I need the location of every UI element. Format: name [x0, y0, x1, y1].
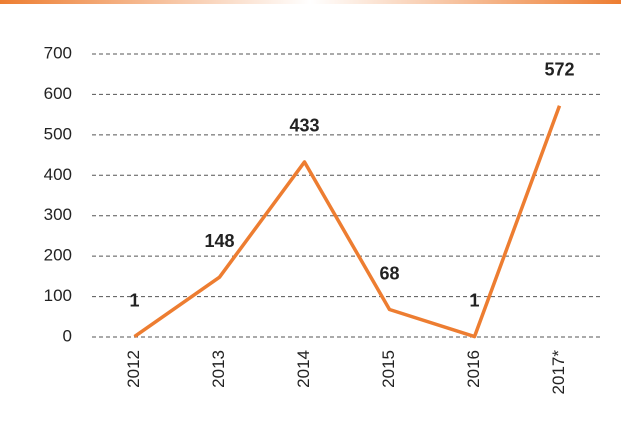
header-bar [0, 0, 621, 4]
data-label: 433 [289, 116, 319, 136]
data-label: 148 [204, 231, 234, 251]
x-tick-label: 2012 [124, 350, 143, 388]
x-tick-label: 2017* [549, 350, 568, 395]
x-tick-label: 2015 [379, 350, 398, 388]
x-tick-label: 2014 [294, 350, 313, 388]
y-tick-label: 500 [44, 124, 72, 143]
data-label: 68 [379, 263, 399, 283]
data-label: 572 [544, 59, 574, 79]
y-tick-label: 200 [44, 246, 72, 265]
y-tick-label: 600 [44, 84, 72, 103]
y-tick-label: 700 [44, 43, 72, 62]
y-tick-label: 300 [44, 205, 72, 224]
data-label: 1 [129, 290, 139, 310]
y-tick-label: 100 [44, 286, 72, 305]
y-tick-label: 400 [44, 165, 72, 184]
y-tick-label: 0 [63, 326, 72, 345]
x-tick-label: 2016 [464, 350, 483, 388]
x-tick-label: 2013 [209, 350, 228, 388]
data-label: 1 [469, 290, 479, 310]
data-line [133, 105, 562, 339]
